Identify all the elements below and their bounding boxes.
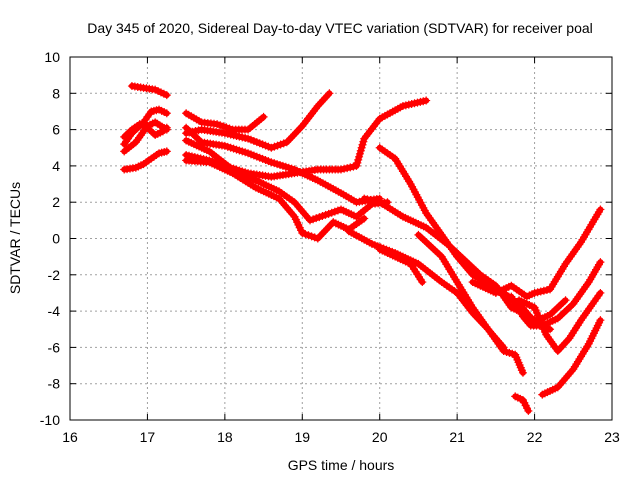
y-tick-label: 2 xyxy=(52,194,60,210)
y-tick-label: -4 xyxy=(48,303,61,319)
series-track-19 xyxy=(515,288,605,356)
series-track-15 xyxy=(375,245,427,287)
data-point-marker xyxy=(120,132,129,141)
data-point-marker xyxy=(321,226,330,235)
data-point-marker xyxy=(147,127,156,136)
series-track-8 xyxy=(182,123,384,207)
x-tick-label: 23 xyxy=(604,429,620,445)
data-point-marker xyxy=(422,96,431,105)
series-track-10 xyxy=(182,136,392,225)
data-point-marker xyxy=(327,220,336,229)
y-axis-label: SDTVAR / TECUs xyxy=(7,182,23,294)
data-point-marker xyxy=(317,230,326,239)
data-point-marker xyxy=(596,205,605,214)
data-point-marker xyxy=(524,406,533,415)
y-tick-label: 10 xyxy=(44,49,60,65)
data-point-marker xyxy=(518,368,527,377)
series-track-16 xyxy=(414,230,527,377)
series-track-1 xyxy=(127,82,171,100)
y-tick-label: 4 xyxy=(52,158,60,174)
data-point-marker xyxy=(288,132,297,141)
data-point-marker xyxy=(259,112,268,121)
data-point-marker xyxy=(126,127,135,136)
series-track-21 xyxy=(538,316,605,399)
series-track-17 xyxy=(468,205,605,301)
x-tick-label: 20 xyxy=(372,429,388,445)
chart-title: Day 345 of 2020, Sidereal Day-to-day VTE… xyxy=(87,20,593,36)
data-point-marker xyxy=(149,129,158,138)
data-point-marker xyxy=(162,109,171,118)
x-tick-label: 22 xyxy=(527,429,543,445)
data-point-marker xyxy=(290,130,299,139)
x-tick-label: 19 xyxy=(294,429,310,445)
data-point-marker xyxy=(162,125,171,134)
data-point-marker xyxy=(323,224,332,233)
y-tick-label: -8 xyxy=(48,376,61,392)
data-point-marker xyxy=(294,126,303,135)
x-tick-label: 16 xyxy=(62,429,78,445)
y-tick-label: -10 xyxy=(40,412,60,428)
series-track-4 xyxy=(120,118,171,156)
series-track-12 xyxy=(375,143,570,326)
y-tick-label: 0 xyxy=(52,231,60,247)
x-tick-labels: 16 17 18 19 20 21 22 23 xyxy=(62,429,620,445)
data-point-marker xyxy=(122,131,131,140)
y-tick-label: 6 xyxy=(52,122,60,138)
data-point-marker xyxy=(319,228,328,237)
data-point-marker xyxy=(284,136,293,145)
data-point-marker xyxy=(561,296,570,305)
data-point-marker xyxy=(360,214,369,223)
data-point-marker xyxy=(418,278,427,287)
y-tick-labels: -10 -8 -6 -4 -2 0 2 4 6 8 10 xyxy=(40,49,60,428)
data-point-marker xyxy=(325,89,334,98)
series-track-6 xyxy=(182,109,268,134)
data-point-marker xyxy=(596,316,605,325)
x-tick-label: 21 xyxy=(449,429,465,445)
data-point-marker xyxy=(162,147,171,156)
series-track-7 xyxy=(182,89,334,152)
x-axis-label: GPS time / hours xyxy=(288,457,395,473)
data-point-marker xyxy=(286,134,295,143)
data-point-marker xyxy=(596,258,605,267)
series-track-20 xyxy=(511,392,533,415)
data-point-marker xyxy=(162,91,171,100)
data-point-marker xyxy=(282,138,291,147)
series-track-11 xyxy=(182,156,369,243)
data-point-marker xyxy=(313,234,322,243)
data-point-marker xyxy=(296,124,305,133)
data-point-marker xyxy=(124,129,133,138)
data-point-marker xyxy=(292,128,301,137)
axis-ticks xyxy=(69,56,613,421)
y-tick-label: -6 xyxy=(48,339,61,355)
data-point-marker xyxy=(325,222,334,231)
y-tick-label: -2 xyxy=(48,267,61,283)
series-track-5 xyxy=(120,147,171,174)
x-tick-label: 18 xyxy=(217,429,233,445)
data-point-marker xyxy=(596,288,605,297)
data-tracks xyxy=(120,82,605,415)
y-tick-label: 8 xyxy=(52,85,60,101)
data-point-marker xyxy=(315,232,324,241)
x-tick-label: 17 xyxy=(140,429,156,445)
